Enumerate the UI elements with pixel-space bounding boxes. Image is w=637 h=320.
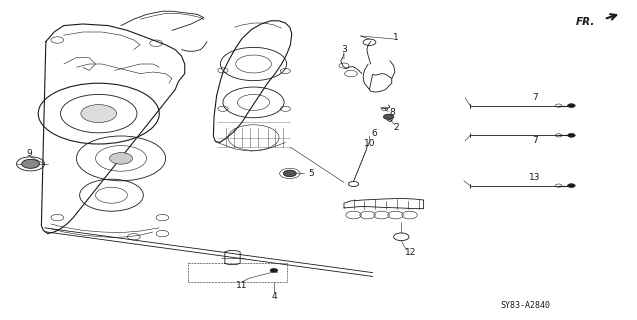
Circle shape	[270, 268, 278, 272]
Text: 1: 1	[393, 33, 399, 42]
Text: 9: 9	[26, 149, 32, 158]
Circle shape	[81, 105, 117, 123]
Circle shape	[568, 184, 575, 188]
Circle shape	[283, 170, 296, 177]
Text: 7: 7	[532, 136, 538, 145]
Text: SY83-A2840: SY83-A2840	[501, 301, 550, 310]
Text: 12: 12	[404, 248, 416, 257]
Text: 2: 2	[394, 123, 399, 132]
Text: 5: 5	[308, 169, 314, 178]
Circle shape	[568, 133, 575, 137]
Text: 3: 3	[341, 45, 347, 54]
Text: 7: 7	[532, 93, 538, 102]
Text: 6: 6	[371, 129, 377, 138]
Text: FR.: FR.	[576, 17, 595, 27]
Circle shape	[568, 104, 575, 108]
Circle shape	[383, 114, 394, 119]
Text: 8: 8	[389, 108, 396, 117]
Circle shape	[22, 159, 39, 168]
Text: 4: 4	[271, 292, 276, 301]
Text: 11: 11	[236, 281, 248, 290]
Circle shape	[110, 153, 132, 164]
Text: 10: 10	[364, 139, 375, 148]
Text: 13: 13	[529, 173, 541, 182]
